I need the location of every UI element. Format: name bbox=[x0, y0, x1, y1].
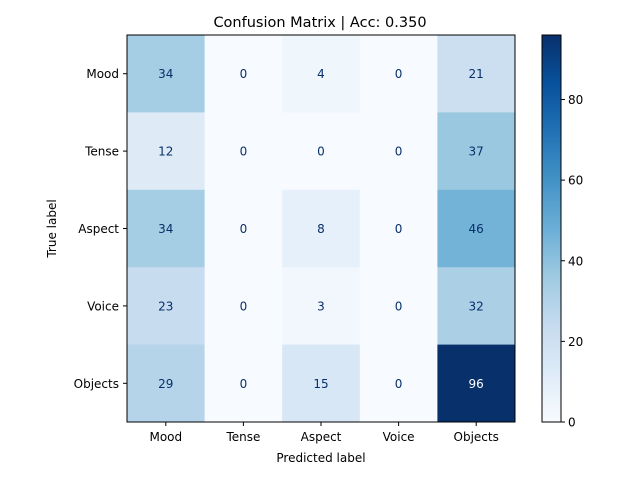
heatmap-cell bbox=[204, 189, 283, 268]
heatmap-cell bbox=[359, 189, 438, 268]
cell-value-label: 0 bbox=[240, 67, 248, 81]
colorbar-tick-label: 20 bbox=[568, 335, 583, 349]
cell-value-label: 32 bbox=[469, 299, 484, 313]
cell-value-label: 4 bbox=[317, 67, 325, 81]
x-tick-label: Voice bbox=[383, 430, 415, 444]
y-axis: Mood Tense Aspect Voice Objects bbox=[74, 67, 127, 391]
x-axis-label: Predicted label bbox=[276, 451, 365, 465]
cell-value-label: 34 bbox=[158, 67, 173, 81]
heatmap-cell bbox=[282, 267, 361, 346]
cell-value-label: 0 bbox=[240, 145, 248, 159]
cell-value-label: 0 bbox=[240, 299, 248, 313]
heatmap-cell bbox=[359, 267, 438, 346]
heatmap-cell bbox=[437, 189, 516, 268]
heatmap-cell bbox=[437, 267, 516, 346]
colorbar-tick-label: 40 bbox=[568, 254, 583, 268]
cell-value-label: 0 bbox=[240, 222, 248, 236]
cell-value-label: 29 bbox=[158, 377, 173, 391]
y-tick-label: Voice bbox=[87, 299, 119, 313]
cell-value-label: 23 bbox=[158, 299, 173, 313]
heatmap-cell bbox=[127, 35, 206, 113]
heatmap-cell bbox=[282, 35, 361, 113]
heatmap-cell bbox=[437, 112, 516, 191]
heatmap-cell bbox=[282, 189, 361, 268]
heatmap-cell bbox=[127, 267, 206, 346]
colorbar-tick-label: 0 bbox=[568, 416, 576, 430]
colorbar-tick-label: 60 bbox=[568, 174, 583, 188]
y-tick-label: Aspect bbox=[78, 222, 119, 236]
heatmap-cells: 34 0 4 0 21 12 0 0 0 37 34 0 8 0 46 23 0 3 0 32 29 0 15 0 96 bbox=[127, 35, 516, 423]
cell-value-label: 12 bbox=[158, 145, 173, 159]
heatmap-cell bbox=[127, 189, 206, 268]
y-axis-label: True label bbox=[45, 199, 59, 258]
y-tick-label: Objects bbox=[74, 377, 119, 391]
cell-value-label: 0 bbox=[395, 377, 403, 391]
cell-value-label: 3 bbox=[317, 299, 325, 313]
heatmap-cell bbox=[359, 112, 438, 191]
y-tick-label: Mood bbox=[86, 67, 119, 81]
heatmap-cell bbox=[282, 112, 361, 191]
x-tick-label: Aspect bbox=[301, 430, 342, 444]
colorbar-tick-label: 80 bbox=[568, 93, 583, 107]
cell-value-label: 0 bbox=[395, 145, 403, 159]
cell-value-label: 15 bbox=[313, 377, 328, 391]
cell-value-label: 21 bbox=[469, 67, 484, 81]
cell-value-label: 46 bbox=[469, 222, 484, 236]
x-tick-label: Mood bbox=[149, 430, 182, 444]
colorbar-axis: 0 20 40 60 80 bbox=[561, 93, 583, 430]
heatmap-cell bbox=[204, 344, 283, 423]
x-tick-label: Objects bbox=[454, 430, 499, 444]
cell-value-label: 37 bbox=[469, 145, 484, 159]
cell-value-label: 0 bbox=[240, 377, 248, 391]
cell-value-label: 96 bbox=[469, 377, 484, 391]
heatmap-cell bbox=[282, 344, 361, 423]
heatmap-cell bbox=[437, 35, 516, 113]
cell-value-label: 0 bbox=[395, 299, 403, 313]
cell-value-label: 0 bbox=[395, 222, 403, 236]
heatmap-cell bbox=[359, 35, 438, 113]
x-axis: Mood Tense Aspect Voice Objects bbox=[149, 422, 499, 444]
heatmap-cell bbox=[437, 344, 516, 423]
heatmap-cell bbox=[204, 112, 283, 191]
chart-title: Confusion Matrix | Acc: 0.350 bbox=[213, 15, 426, 31]
x-tick-label: Tense bbox=[225, 430, 260, 444]
heatmap-cell bbox=[204, 35, 283, 113]
heatmap-cell bbox=[359, 344, 438, 423]
cell-value-label: 8 bbox=[317, 222, 325, 236]
y-tick-label: Tense bbox=[84, 145, 119, 159]
cell-value-label: 0 bbox=[317, 145, 325, 159]
heatmap-cell bbox=[127, 344, 206, 423]
cell-value-label: 34 bbox=[158, 222, 173, 236]
heatmap-cell bbox=[204, 267, 283, 346]
colorbar bbox=[541, 34, 562, 423]
heatmap-cell bbox=[127, 112, 206, 191]
cell-value-label: 0 bbox=[395, 67, 403, 81]
